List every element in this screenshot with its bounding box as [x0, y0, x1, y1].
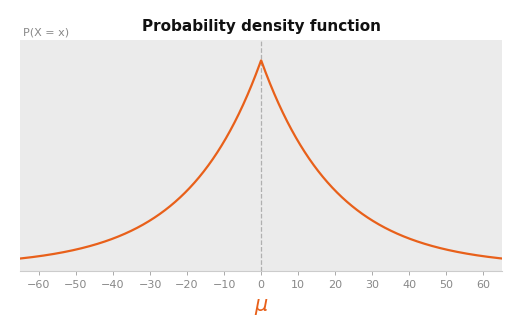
Title: Probability density function: Probability density function	[142, 19, 380, 34]
X-axis label: μ: μ	[254, 295, 268, 315]
Text: P(X = x): P(X = x)	[23, 27, 69, 37]
